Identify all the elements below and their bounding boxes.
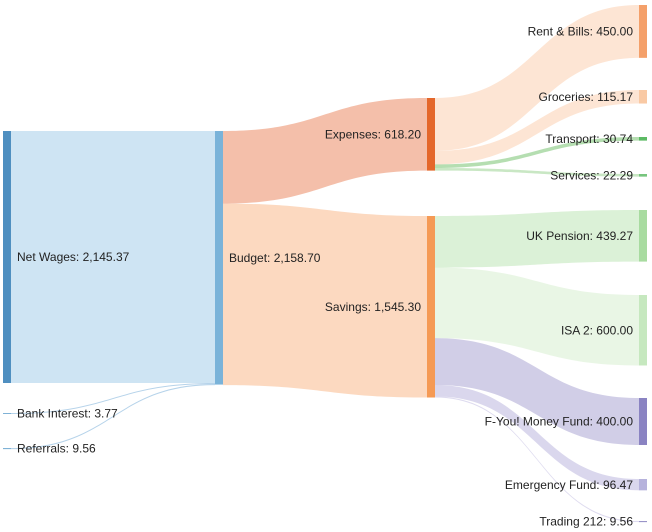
link-savings-to-trading212[interactable]	[435, 396, 639, 523]
link-savings-to-uk_pension[interactable]	[435, 210, 639, 268]
node-referrals[interactable]	[3, 448, 11, 450]
link-savings-to-emergency[interactable]	[435, 385, 639, 491]
link-expenses-to-rent_bills[interactable]	[435, 5, 639, 151]
label-groceries: Groceries: 115.17	[539, 90, 634, 104]
link-budget-to-savings[interactable]	[223, 203, 427, 398]
label-savings: Savings: 1,545.30	[325, 300, 421, 314]
node-uk_pension[interactable]	[639, 210, 647, 262]
label-transport: Transport: 30.74	[545, 132, 633, 146]
node-rent_bills[interactable]	[639, 5, 647, 58]
label-expenses: Expenses: 618.20	[325, 127, 421, 141]
sankey-labels: Net Wages: 2,145.37 Bank Interest: 3.77 Re…	[17, 25, 633, 529]
label-rent_bills: Rent & Bills: 450.00	[528, 25, 634, 39]
node-budget[interactable]	[215, 131, 223, 385]
label-services: Services: 22.29	[550, 168, 633, 182]
label-trading212: Trading 212: 9.56	[539, 515, 633, 529]
label-budget: Budget: 2,158.70	[229, 251, 321, 265]
label-bank_interest: Bank Interest: 3.77	[17, 407, 118, 421]
node-groceries[interactable]	[639, 90, 647, 104]
label-net_wages: Net Wages: 2,145.37	[17, 250, 130, 264]
node-transport[interactable]	[639, 137, 647, 141]
link-referrals-to-budget[interactable]	[11, 384, 215, 450]
label-uk_pension: UK Pension: 439.27	[526, 229, 633, 243]
link-expenses-to-transport[interactable]	[435, 137, 639, 168]
link-savings-to-fyou_money[interactable]	[435, 338, 639, 445]
link-expenses-to-groceries[interactable]	[435, 90, 639, 165]
node-fyou_money[interactable]	[639, 398, 647, 445]
node-trading212[interactable]	[639, 521, 647, 523]
node-savings[interactable]	[427, 216, 435, 398]
label-emergency: Emergency Fund: 96.47	[505, 478, 633, 492]
node-isa2[interactable]	[639, 295, 647, 366]
link-savings-to-isa2[interactable]	[435, 267, 639, 366]
label-fyou_money: F-You! Money Fund: 400.00	[485, 415, 634, 429]
node-expenses[interactable]	[427, 98, 435, 171]
node-emergency[interactable]	[639, 479, 647, 491]
label-isa2: ISA 2: 600.00	[561, 323, 633, 337]
node-bank_interest[interactable]	[3, 413, 11, 414]
link-expenses-to-services[interactable]	[435, 167, 639, 177]
sankey-nodes	[3, 5, 647, 523]
link-net_wages-to-budget[interactable]	[11, 131, 215, 383]
label-referrals: Referrals: 9.56	[17, 442, 96, 456]
link-budget-to-expenses[interactable]	[223, 98, 427, 204]
node-net_wages[interactable]	[3, 131, 11, 383]
sankey-links	[11, 5, 639, 523]
node-services[interactable]	[639, 174, 647, 177]
link-bank_interest-to-budget[interactable]	[11, 383, 215, 414]
